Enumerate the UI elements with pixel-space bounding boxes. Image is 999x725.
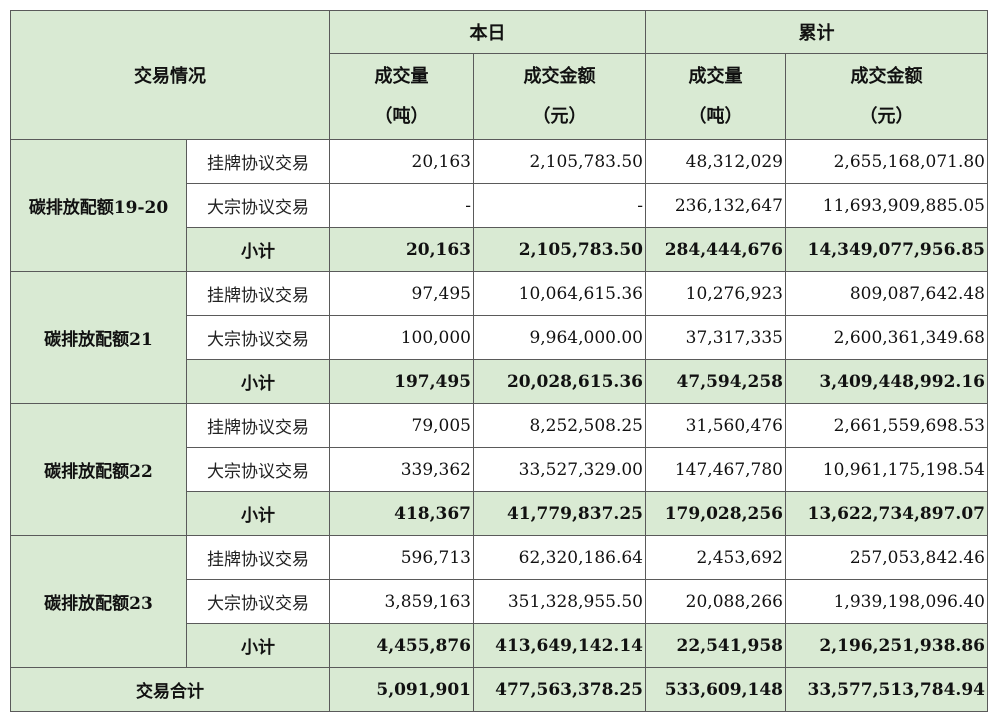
cum-amount: 10,961,175,198.54 [785,447,988,492]
group-name: 碳排放配额23 [10,535,187,668]
subtotal-label: 小计 [186,491,330,536]
total-today-volume: 5,091,901 [329,667,474,712]
cum-volume: 10,276,923 [645,271,786,316]
cum-volume: 47,594,258 [645,359,786,404]
cum-volume: 20,088,266 [645,579,786,624]
today-volume: 20,163 [329,139,474,184]
cum-volume: 236,132,647 [645,183,786,228]
cum-amount-header: 成交金额 （元） [785,53,988,140]
cum-volume: 37,317,335 [645,315,786,360]
today-amount: 2,105,783.50 [473,139,646,184]
today-volume: - [329,183,474,228]
cum-volume: 48,312,029 [645,139,786,184]
subtotal-label: 小计 [186,227,330,272]
cum-amount: 11,693,909,885.05 [785,183,988,228]
trade-type: 挂牌协议交易 [186,403,330,448]
today-volume: 339,362 [329,447,474,492]
today-volume-header: 成交量 （吨） [329,53,474,140]
volume-label: 成交量 [688,65,743,87]
trade-type: 大宗协议交易 [186,315,330,360]
trade-type: 大宗协议交易 [186,579,330,624]
cum-amount: 2,655,168,071.80 [785,139,988,184]
trade-type: 大宗协议交易 [186,447,330,492]
cumulative-header: 累计 [645,10,988,54]
group-name: 碳排放配额19-20 [10,139,187,272]
today-volume: 79,005 [329,403,474,448]
table-row: 大宗协议交易 3,859,163 351,328,955.50 20,088,2… [11,579,988,624]
amount-unit: （元） [532,105,587,127]
trading-summary-table: 交易情况 本日 累计 成交量 （吨） 成交金额 （元） 成交量 （吨） 成交金额 （元）… [10,10,988,712]
today-amount: 10,064,615.36 [473,271,646,316]
today-volume: 97,495 [329,271,474,316]
today-volume: 100,000 [329,315,474,360]
total-today-amount: 477,563,378.25 [473,667,646,712]
cum-volume: 31,560,476 [645,403,786,448]
today-amount: 33,527,329.00 [473,447,646,492]
table-row: 碳排放配额19-20 挂牌协议交易 20,163 2,105,783.50 48… [10,139,988,272]
today-amount: - [473,183,646,228]
cum-volume: 22,541,958 [645,623,786,668]
today-volume: 3,859,163 [329,579,474,624]
subtotal-row: 小计 197,495 20,028,615.36 47,594,258 3,40… [11,359,988,404]
today-volume: 418,367 [329,491,474,536]
subtotal-label: 小计 [186,359,330,404]
today-amount: 351,328,955.50 [473,579,646,624]
volume-label: 成交量 [374,65,429,87]
amount-unit: （元） [859,105,914,127]
cum-amount: 1,939,198,096.40 [785,579,988,624]
cum-amount: 2,196,251,938.86 [785,623,988,668]
subtotal-label: 小计 [186,623,330,668]
today-volume: 4,455,876 [329,623,474,668]
trade-type: 挂牌协议交易 [186,271,330,316]
cum-volume: 2,453,692 [645,535,786,580]
today-amount: 62,320,186.64 [473,535,646,580]
today-amount: 9,964,000.00 [473,315,646,360]
subtotal-row: 小计 4,455,876 413,649,142.14 22,541,958 2… [11,623,988,668]
subtotal-row: 小计 418,367 41,779,837.25 179,028,256 13,… [11,491,988,536]
today-volume: 20,163 [329,227,474,272]
table-row: 碳排放配额21 挂牌协议交易 97,495 10,064,615.36 10,2… [10,271,988,404]
table-row: 碳排放配额23 挂牌协议交易 596,713 62,320,186.64 2,4… [10,535,988,668]
cum-amount: 13,622,734,897.07 [785,491,988,536]
cum-amount: 3,409,448,992.16 [785,359,988,404]
cum-volume: 284,444,676 [645,227,786,272]
today-amount: 20,028,615.36 [473,359,646,404]
volume-unit: （吨） [688,105,743,127]
header-row-1: 交易情况 本日 累计 [10,10,988,140]
group-name: 碳排放配额22 [10,403,187,536]
volume-unit: （吨） [374,105,429,127]
table-row: 大宗协议交易 100,000 9,964,000.00 37,317,335 2… [11,315,988,360]
today-amount: 41,779,837.25 [473,491,646,536]
today-amount-header: 成交金额 （元） [473,53,646,140]
trade-info-header: 交易情况 [10,10,330,140]
total-cum-amount: 33,577,513,784.94 [785,667,988,712]
table-row: 碳排放配额22 挂牌协议交易 79,005 8,252,508.25 31,56… [10,403,988,536]
today-header: 本日 [329,10,646,54]
cum-volume: 179,028,256 [645,491,786,536]
header-row-2: 成交量 （吨） 成交金额 （元） 成交量 （吨） 成交金额 （元） [11,53,988,140]
amount-label: 成交金额 [850,65,923,87]
trade-type: 大宗协议交易 [186,183,330,228]
total-label: 交易合计 [10,667,330,712]
cum-volume: 147,467,780 [645,447,786,492]
amount-label: 成交金额 [523,65,596,87]
today-volume: 197,495 [329,359,474,404]
total-cum-volume: 533,609,148 [645,667,786,712]
today-amount: 2,105,783.50 [473,227,646,272]
today-volume: 596,713 [329,535,474,580]
cum-volume-header: 成交量 （吨） [645,53,786,140]
group-name: 碳排放配额21 [10,271,187,404]
cum-amount: 257,053,842.46 [785,535,988,580]
table-row: 大宗协议交易 - - 236,132,647 11,693,909,885.05 [11,183,988,228]
subtotal-row: 小计 20,163 2,105,783.50 284,444,676 14,34… [11,227,988,272]
cum-amount: 809,087,642.48 [785,271,988,316]
trade-type: 挂牌协议交易 [186,535,330,580]
total-row: 交易合计 5,091,901 477,563,378.25 533,609,14… [10,667,988,712]
cum-amount: 2,600,361,349.68 [785,315,988,360]
today-amount: 8,252,508.25 [473,403,646,448]
cum-amount: 2,661,559,698.53 [785,403,988,448]
today-amount: 413,649,142.14 [473,623,646,668]
cum-amount: 14,349,077,956.85 [785,227,988,272]
trade-type: 挂牌协议交易 [186,139,330,184]
